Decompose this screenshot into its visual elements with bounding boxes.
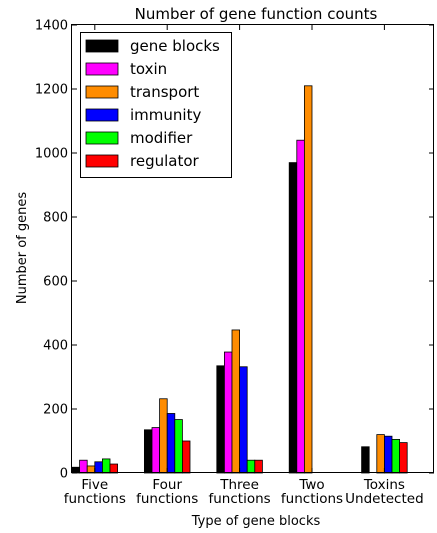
legend-swatch-gene-blocks [85,39,119,53]
plot-frame [71,24,434,473]
y-tick-label: 1000 [35,147,68,162]
x-tick-label: functions [64,491,126,507]
x-axis-ticks: FivefunctionsFourfunctionsThreefunctions… [64,25,424,507]
bar-toxin-0 [79,459,88,474]
bar-transport-0 [86,465,96,474]
legend-label: modifier [130,129,193,147]
y-tick-label: 800 [43,211,68,226]
bar-regulator-0 [109,463,118,474]
legend-swatch-regulator [85,154,119,168]
legend-swatch-modifier [85,131,119,145]
y-tick-label: 400 [43,339,68,354]
bar-transport-3 [303,85,313,474]
legend-swatch-toxin [85,62,119,76]
legend-swatch-immunity [85,108,119,122]
x-tick-label: Undetected [345,491,424,507]
bar-immunity-0 [94,461,103,474]
legend: gene blocks toxin transport immunity modifie… [80,32,232,178]
bar-modifier-2 [246,459,256,474]
x-axis-title: Type of gene blocks [191,514,321,529]
bar-transport-2 [231,329,240,474]
x-tick-label: Two [298,477,324,493]
y-tick-label: 0 [60,467,68,482]
x-tick-label: functions [209,491,271,507]
x-tick-label: functions [136,491,198,507]
bar-modifier-1 [174,419,183,474]
x-tick-label: Three [219,477,259,493]
legend-label: toxin [130,60,167,78]
bars-group [71,85,408,474]
legend-label: transport [130,83,199,101]
y-tick-label: 1200 [35,83,68,98]
bar-immunity-2 [239,366,248,474]
bar-gene-blocks-1 [143,429,153,474]
x-tick-label: Toxins [363,477,405,493]
bar-regulator-2 [254,459,263,474]
bar-immunity-4 [383,435,393,474]
bar-toxin-2 [223,351,233,474]
legend-label: regulator [130,152,200,170]
bar-gene-blocks-4 [361,446,370,474]
bar-transport-1 [159,398,168,474]
x-tick-label: Four [152,477,182,493]
y-tick-label: 600 [43,275,68,290]
chart-title: Number of gene function counts [135,5,378,23]
bar-modifier-4 [391,438,400,474]
bar-regulator-4 [399,442,408,474]
x-tick-label: functions [281,491,343,507]
bar-gene-blocks-3 [288,162,298,474]
legend-label: immunity [130,106,201,124]
bar-transport-4 [376,434,385,474]
legend-box [80,32,232,178]
bar-modifier-0 [102,458,111,474]
bar-gene-blocks-2 [216,365,225,474]
bar-regulator-1 [181,440,191,474]
bar-immunity-1 [166,413,176,474]
legend-label: gene blocks [130,37,220,55]
bar-toxin-3 [296,139,305,474]
legend-swatch-transport [85,85,119,99]
x-tick-label: Five [81,477,108,493]
y-tick-label: 1400 [35,19,68,34]
bar-toxin-1 [151,427,160,474]
y-axis-title: Number of genes [15,192,30,305]
y-tick-label: 200 [43,403,68,418]
y-axis-ticks: 0 200 400 600 800 1000 1200 1400 [35,19,434,482]
